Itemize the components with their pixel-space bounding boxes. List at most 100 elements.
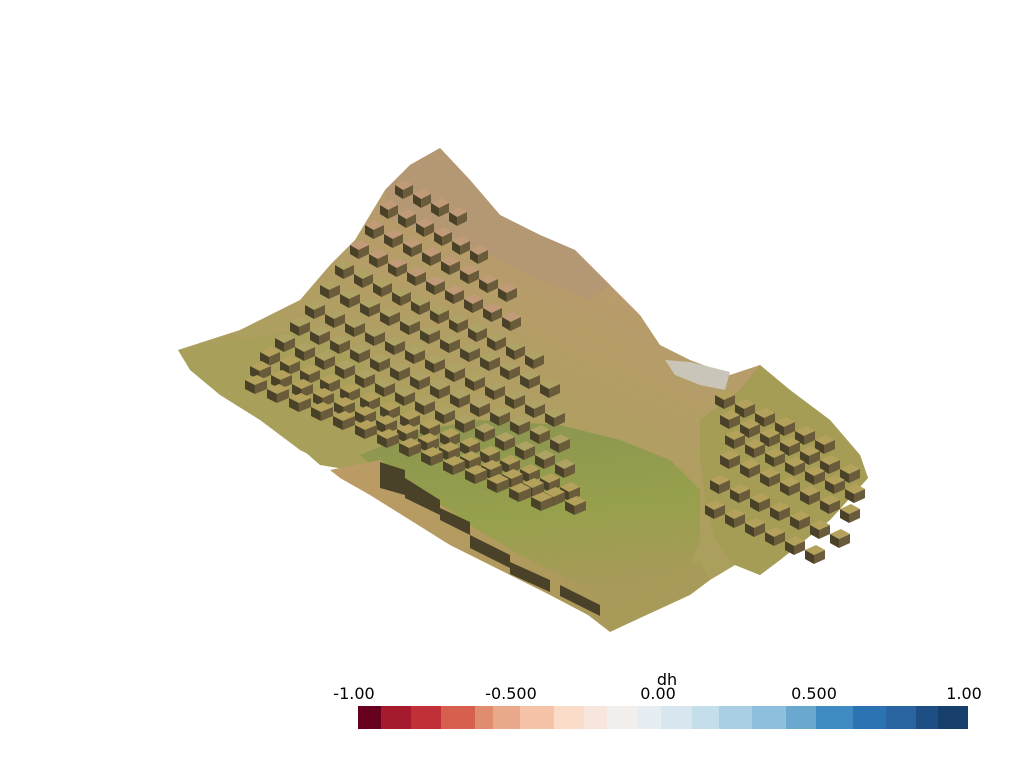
voxel-side (460, 348, 469, 362)
colorbar-title: dh (656, 670, 678, 689)
voxel-side (765, 532, 774, 546)
voxel-top (479, 274, 498, 284)
voxel-top (487, 332, 506, 342)
voxel-top (435, 405, 455, 415)
voxel-side (413, 194, 422, 208)
voxel-side (444, 410, 455, 424)
voxel-side (377, 254, 388, 268)
voxel-side (834, 480, 845, 494)
voxel-top (380, 307, 400, 317)
voxel-side (760, 433, 769, 447)
voxel-side (465, 470, 475, 484)
voxel-top (421, 447, 443, 457)
voxel-side (404, 392, 415, 406)
voxel-side (520, 375, 529, 389)
voxel-side (334, 402, 344, 416)
voxel-top (280, 356, 300, 366)
voxel-side (749, 464, 760, 478)
voxel-side (350, 245, 359, 259)
voxel-side (760, 473, 769, 487)
voxel-side (769, 473, 780, 487)
voxel-top (540, 379, 560, 389)
voxel-side (392, 292, 401, 306)
voxel-top (426, 276, 445, 286)
voxel-side (386, 434, 399, 448)
voxel-top (370, 353, 390, 363)
voxel-side (324, 356, 335, 370)
voxel-top (545, 408, 565, 418)
voxel-top (245, 375, 267, 385)
voxel-side (500, 366, 509, 380)
voxel-side (354, 323, 365, 337)
colorbar-tick-label: 0.500 (791, 684, 837, 703)
voxel-side (379, 358, 390, 372)
voxel-side (475, 428, 484, 442)
voxel-top (790, 511, 810, 521)
voxel-side (535, 455, 544, 469)
voxel-side (299, 322, 310, 336)
voxel-side (829, 500, 840, 514)
voxel-top (369, 249, 388, 259)
voxel-side (315, 356, 324, 370)
voxel-side (506, 346, 515, 360)
voxel-side (407, 272, 416, 286)
voxel-side (534, 404, 545, 418)
voxel-side (342, 416, 355, 430)
voxel-side (260, 352, 269, 366)
voxel-side (815, 440, 824, 454)
voxel-side (559, 439, 570, 453)
voxel-side (540, 478, 549, 492)
voxel-top (550, 434, 570, 444)
voxel-side (304, 347, 315, 361)
voxel-side (830, 534, 839, 548)
voxel-side (714, 505, 725, 519)
voxel-top (725, 430, 745, 440)
voxel-side (445, 368, 454, 382)
voxel-side (459, 394, 470, 408)
voxel-side (549, 384, 560, 398)
voxel-side (720, 455, 729, 469)
voxel-side (715, 395, 724, 409)
voxel-top (780, 477, 800, 487)
voxel-side (775, 422, 784, 436)
voxel-top (525, 350, 544, 360)
voxel-top (407, 267, 426, 277)
voxel-side (425, 359, 434, 373)
voxel-top (800, 446, 820, 456)
voxel-side (489, 357, 500, 371)
voxel-side (369, 397, 380, 411)
voxel-top (502, 312, 521, 322)
voxel-side (320, 285, 329, 299)
voxel-side (388, 205, 398, 219)
voxel-top (420, 325, 440, 335)
voxel-side (825, 480, 834, 494)
voxel-side (305, 305, 314, 319)
voxel-side (780, 482, 789, 496)
voxel-side (349, 388, 360, 402)
colorbar-tick-label: 0.00 (640, 684, 676, 703)
voxel-side (554, 413, 565, 427)
voxel-side (545, 413, 554, 427)
voxel-side (509, 366, 520, 380)
voxel-top (715, 390, 735, 400)
voxel-top (335, 260, 354, 270)
voxel-top (292, 379, 313, 389)
voxel-side (800, 451, 809, 465)
voxel-side (464, 299, 473, 313)
voxel-side (390, 367, 399, 381)
voxel-side (532, 483, 544, 497)
voxel-side (443, 461, 453, 475)
voxel-side (335, 265, 344, 279)
voxel-top (825, 475, 845, 485)
colorbar-swatch (691, 706, 720, 729)
voxel-top (560, 482, 580, 492)
voxel-side (399, 367, 410, 381)
voxel-side (460, 241, 470, 255)
voxel-side (370, 358, 379, 372)
voxel-side (749, 424, 760, 438)
voxel-top (755, 408, 775, 418)
voxel-side (434, 232, 443, 246)
voxel-side (295, 347, 304, 361)
